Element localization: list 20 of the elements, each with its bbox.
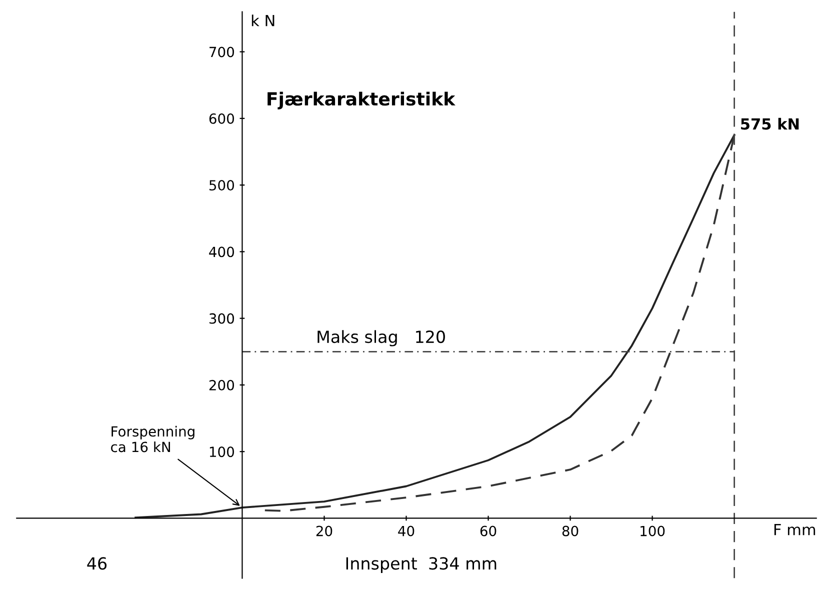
y-tick-label: 400 bbox=[209, 246, 234, 258]
x-axis-title: F mm bbox=[774, 524, 816, 536]
y-tick-label: 100 bbox=[210, 446, 234, 458]
y-tick-label: 600 bbox=[209, 113, 234, 124]
annotation: 575 kN bbox=[741, 118, 799, 130]
y-tick-label: 500 bbox=[209, 180, 234, 191]
text: Fjærkarakteristikk bbox=[268, 92, 456, 110]
y-axis-title: k N bbox=[252, 14, 274, 26]
x-tick-label: 100 bbox=[640, 526, 665, 536]
annotation: Forspenning ca 16 kN bbox=[111, 426, 194, 452]
annotation: 46 bbox=[87, 557, 107, 570]
ref-line-label: Maks slag 120 bbox=[318, 330, 445, 346]
x-tick-label: 60 bbox=[480, 526, 496, 536]
y-tick-label: 300 bbox=[209, 313, 234, 324]
annotation: Innspent 334 mm bbox=[346, 557, 496, 573]
x-tick-label: 20 bbox=[316, 526, 332, 536]
x-tick-label: 40 bbox=[398, 526, 414, 536]
y-tick-label: 700 bbox=[210, 46, 234, 58]
x-tick-label: 80 bbox=[562, 526, 578, 536]
y-tick-label: 200 bbox=[209, 380, 234, 390]
